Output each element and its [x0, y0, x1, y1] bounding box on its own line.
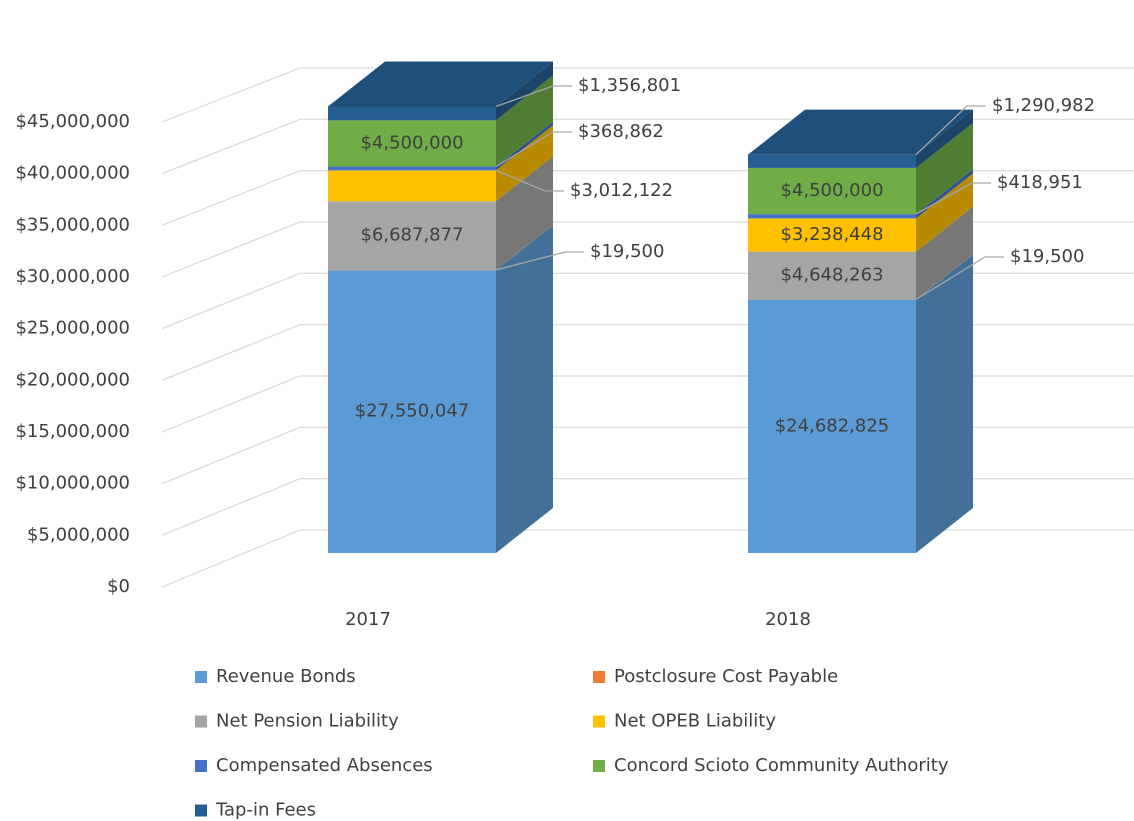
data-label: $1,356,801	[578, 75, 681, 96]
bar-segment	[748, 154, 916, 168]
legend-label: Revenue Bonds	[216, 666, 356, 687]
data-label: $418,951	[997, 172, 1083, 193]
legend-swatch	[593, 715, 605, 728]
grid-line	[161, 375, 1134, 433]
data-label: $3,238,448	[780, 224, 883, 245]
y-tick-label: $10,000,000	[15, 473, 130, 494]
legend-label: Net Pension Liability	[216, 711, 399, 732]
x-tick-label: 2017	[345, 609, 391, 630]
bar-side	[916, 254, 973, 553]
legend-swatch	[195, 671, 207, 683]
legend-label: Concord Scioto Community Authority	[614, 755, 949, 776]
grid-line	[161, 478, 1134, 536]
data-label: $368,862	[578, 121, 664, 142]
legend-label: Compensated Absences	[216, 755, 433, 776]
data-label: $4,648,263	[780, 265, 883, 286]
y-tick-label: $25,000,000	[15, 318, 130, 339]
bar-side	[496, 156, 553, 270]
bar-side	[916, 206, 973, 300]
bar-side	[496, 225, 553, 554]
bar-segment	[748, 218, 916, 252]
bar-side	[916, 254, 973, 300]
bar-segment	[328, 166, 496, 171]
data-label: $1,290,982	[992, 95, 1095, 116]
y-tick-label: $20,000,000	[15, 369, 130, 390]
bar-segment	[748, 214, 916, 219]
bar-side	[496, 224, 553, 271]
grid-line	[161, 324, 1134, 381]
bar-segment	[748, 299, 916, 553]
bar-side	[916, 122, 973, 215]
legend-label: Postclosure Cost Payable	[614, 666, 838, 687]
legend-swatch	[195, 804, 207, 817]
data-label: $19,500	[590, 241, 664, 262]
y-tick-label: $45,000,000	[15, 111, 130, 132]
bar-top	[748, 109, 973, 155]
y-tick-label: $0	[107, 576, 130, 597]
data-label: $3,012,122	[570, 180, 673, 201]
y-tick-label: $40,000,000	[15, 163, 130, 184]
y-tick-label: $5,000,000	[27, 524, 130, 545]
leader-line	[495, 85, 572, 108]
data-label: $6,687,877	[360, 225, 463, 246]
leader-line	[495, 251, 584, 271]
bar-side	[496, 61, 553, 121]
leader-line	[915, 105, 986, 156]
x-tick-label: 2018	[765, 609, 811, 630]
grid-line	[161, 272, 1134, 330]
bar-top	[328, 61, 553, 107]
bar-segment	[748, 167, 916, 215]
legend-label: Net OPEB Liability	[614, 711, 776, 732]
bar-side	[916, 173, 973, 252]
legend-swatch	[195, 715, 207, 728]
data-label: $4,500,000	[780, 180, 883, 201]
legend-label: Tap-in Fees	[215, 800, 316, 821]
y-tick-label: $30,000,000	[15, 266, 130, 287]
leader-line	[915, 256, 1004, 300]
y-tick-label: $15,000,000	[15, 421, 130, 442]
data-label: $4,500,000	[360, 132, 463, 153]
bar-side	[496, 75, 553, 167]
bar-side	[916, 109, 973, 168]
bar-segment	[328, 120, 496, 167]
legend-swatch	[195, 760, 207, 772]
legend-swatch	[593, 760, 605, 772]
y-tick-label: $35,000,000	[15, 214, 130, 235]
grid-line	[161, 67, 1134, 123]
bar-segment	[328, 270, 496, 553]
legend-swatch	[593, 671, 605, 683]
bar-segment	[328, 170, 496, 202]
bar-segment	[748, 251, 916, 300]
bar-segment	[328, 201, 496, 270]
bar-segment	[328, 106, 496, 121]
leader-line	[915, 182, 991, 215]
data-label: $19,500	[1010, 246, 1084, 267]
data-label: $27,550,047	[355, 401, 470, 422]
grid-line	[161, 529, 1134, 588]
data-label: $24,682,825	[775, 415, 890, 436]
leader-line	[495, 131, 572, 168]
leader-line	[495, 169, 564, 192]
grid-line	[161, 426, 1134, 485]
bar-side	[496, 125, 553, 202]
